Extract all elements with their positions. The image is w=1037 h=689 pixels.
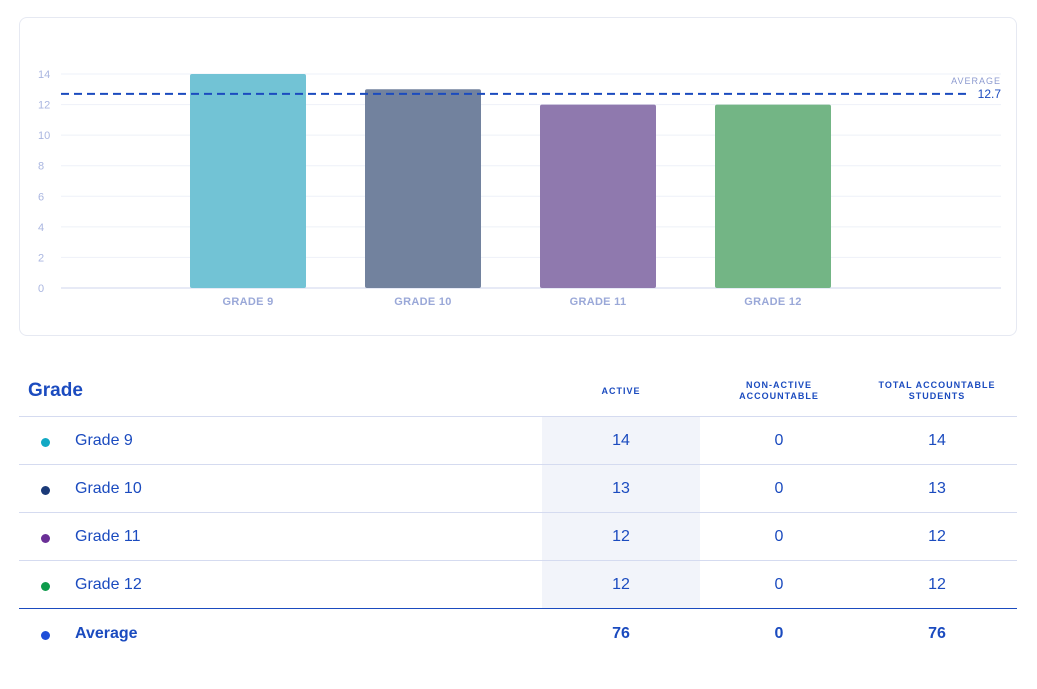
active-column-highlight	[542, 561, 700, 608]
legend-dot	[41, 534, 50, 543]
active-value: 12	[612, 576, 630, 593]
row-label: Grade 9	[75, 432, 133, 449]
row-label: Grade 12	[75, 576, 142, 593]
legend-dot	[41, 438, 50, 447]
column-header-active-label: ACTIVE	[601, 385, 641, 396]
table-header: Grade ACTIVE NON-ACTIVE ACCOUNTABLE TOTA…	[19, 365, 1017, 417]
legend-dot	[41, 486, 50, 495]
column-header-active: ACTIVE	[542, 365, 700, 417]
table-row: Grade 11 12 0 12	[19, 513, 1017, 561]
bar-chart-card: 0 2 4 6 8 10 12 14 GRADE 9 GRADE 10 GRADE 11 GRADE …	[19, 17, 1017, 336]
total-value: 12	[928, 576, 946, 593]
row-label: Grade 10	[75, 480, 142, 497]
non-active-value: 0	[774, 576, 784, 593]
average-value: 12.7	[978, 87, 1002, 101]
active-column-highlight	[542, 417, 700, 464]
column-header-non-active: NON-ACTIVE ACCOUNTABLE	[700, 365, 858, 417]
column-header-non-active-label: NON-ACTIVE ACCOUNTABLE	[739, 380, 819, 401]
active-value: 14	[612, 432, 630, 449]
y-tick-label: 4	[38, 222, 44, 234]
active-value: 13	[612, 480, 630, 497]
table-title: Grade	[28, 380, 83, 401]
bar	[540, 104, 656, 288]
bar	[715, 104, 831, 288]
row-label: Grade 11	[75, 528, 141, 545]
grade-table: Grade ACTIVE NON-ACTIVE ACCOUNTABLE TOTA…	[19, 365, 1017, 657]
x-tick-label: GRADE 11	[570, 296, 627, 308]
y-tick-label: 14	[38, 69, 50, 81]
average-row: Average 76 0 76	[19, 609, 1017, 657]
active-column-highlight	[542, 465, 700, 512]
y-tick-label: 6	[38, 191, 44, 203]
x-tick-label: GRADE 10	[394, 296, 451, 308]
y-tick-label: 0	[38, 283, 44, 295]
bar	[190, 74, 306, 288]
legend-dot	[41, 631, 50, 640]
legend-dot	[41, 582, 50, 591]
total-value: 13	[928, 480, 946, 497]
x-tick-label: GRADE 9	[223, 296, 274, 308]
active-value: 12	[612, 528, 630, 545]
x-tick-label: GRADE 12	[744, 296, 801, 308]
average-active-value: 76	[612, 625, 630, 642]
average-non-active-value: 0	[774, 625, 784, 642]
non-active-value: 0	[774, 528, 784, 545]
total-value: 14	[928, 432, 946, 449]
table-row: Grade 9 14 0 14	[19, 417, 1017, 465]
y-tick-label: 8	[38, 161, 44, 173]
table-row: Grade 12 12 0 12	[19, 561, 1017, 609]
column-header-total-label: TOTAL ACCOUNTABLE STUDENTS	[878, 380, 996, 401]
table-row: Grade 10 13 0 13	[19, 465, 1017, 513]
non-active-value: 0	[774, 432, 784, 449]
y-tick-label: 12	[38, 100, 50, 112]
average-label: AVERAGE	[951, 76, 1001, 86]
y-tick-label: 2	[38, 252, 44, 264]
average-total-value: 76	[928, 625, 946, 642]
active-column-highlight	[542, 513, 700, 560]
non-active-value: 0	[774, 480, 784, 497]
average-label: Average	[75, 625, 138, 642]
column-header-total: TOTAL ACCOUNTABLE STUDENTS	[858, 365, 1016, 417]
y-tick-label: 10	[38, 130, 50, 142]
total-value: 12	[928, 528, 946, 545]
bar	[365, 89, 481, 289]
bar-chart: 0 2 4 6 8 10 12 14 GRADE 9 GRADE 10 GRADE 11 GRADE …	[38, 69, 1002, 308]
